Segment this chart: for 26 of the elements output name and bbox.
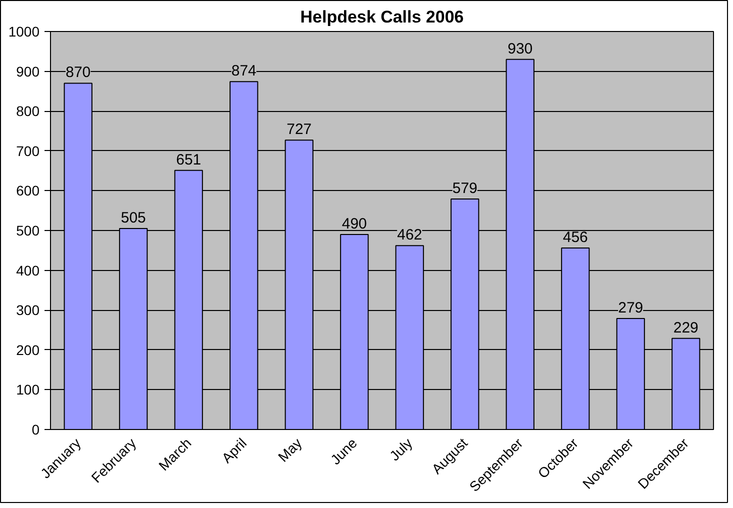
data-label: 727 [286, 121, 312, 138]
data-label: 456 [562, 229, 588, 246]
data-label: 229 [673, 319, 698, 336]
data-label: 870 [66, 64, 91, 82]
y-tick-label: 800 [16, 103, 40, 120]
y-tick-label: 0 [32, 422, 40, 438]
x-tick-label: July [386, 434, 416, 464]
data-label: 279 [618, 299, 644, 316]
y-tick-label: 200 [16, 342, 40, 358]
data-label: 930 [508, 40, 533, 58]
y-tick-label: 600 [16, 182, 40, 199]
data-label: 462 [397, 226, 422, 244]
y-tick-label: 500 [16, 222, 40, 238]
data-label: 579 [452, 180, 478, 198]
y-tick-label: 400 [16, 262, 40, 278]
y-tick-label: 900 [16, 63, 40, 80]
y-tick-label: 1000 [8, 24, 40, 40]
data-label: 874 [231, 62, 256, 80]
y-tick-label: 700 [16, 142, 40, 159]
data-label: 490 [342, 215, 367, 232]
y-tick-label: 300 [16, 302, 40, 318]
chart-title: Helpdesk Calls 2006 [300, 8, 464, 26]
x-tick-label: May [274, 434, 305, 465]
data-label: 505 [120, 210, 146, 227]
y-tick-label: 100 [16, 382, 40, 398]
data-label: 651 [176, 151, 202, 168]
